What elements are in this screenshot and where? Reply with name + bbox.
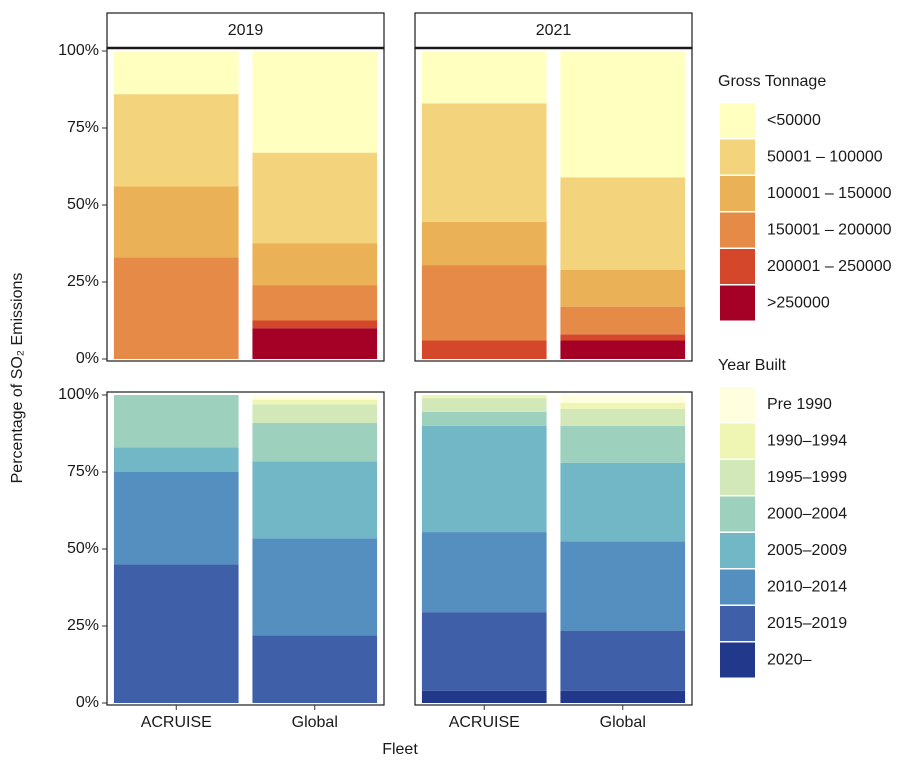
legend-label: 150001 – 200000 [767,222,892,239]
bar-segment [252,635,378,703]
bar-segment [560,408,686,426]
legend-title: Year Built [718,357,786,374]
legend-label: 100001 – 150000 [767,185,892,202]
legend-swatch [720,642,755,678]
bar-segment [421,265,547,341]
x-tick-label: Global [600,714,646,731]
legend-swatch [720,423,755,459]
y-tick-label: 100% [58,42,99,59]
facet-strip [414,12,693,49]
bar-segment [252,399,378,405]
y-tick-label: 25% [67,273,99,290]
bar-segment [560,690,686,703]
x-axis-label: Fleet [382,741,418,758]
legend-label: 2015–2019 [767,615,847,632]
bar-segment [252,51,378,153]
bar-segment [113,51,239,95]
y-axis-label: Percentage of SO₂ Emissions [9,273,26,484]
bar-segment [560,306,686,335]
bar-segment [560,340,686,359]
legend-swatch [720,212,755,248]
bar-segment [252,422,378,462]
bar-segment [252,404,378,423]
bar-segment [421,221,547,266]
facet-strip [106,12,385,49]
legend-swatch [720,533,755,568]
legend-swatch [720,176,755,211]
bar-segment [421,398,547,412]
bar-segment [252,285,378,321]
bar-segment [113,447,239,472]
bar-segment [560,269,686,307]
legend-swatch [720,103,755,138]
legend-label: Pre 1990 [767,396,832,413]
legend-swatch [720,496,755,532]
legend-label: 1995–1999 [767,469,847,486]
bar-segment [421,690,547,703]
legend-label: <50000 [767,112,821,129]
bar-segment [421,612,547,691]
legend-label: 200001 – 250000 [767,258,892,275]
x-tick-label: ACRUISE [141,714,212,731]
y-tick-label: 75% [67,463,99,480]
y-tick-label: 25% [67,617,99,634]
legend-label: 2000–2004 [767,506,847,523]
legend-title: Gross Tonnage [718,73,826,90]
bar-segment [252,461,378,539]
bar-segment [560,425,686,463]
bar-segment [560,541,686,631]
bar-segment [252,243,378,286]
legend-swatch [720,249,755,284]
bar-segment [113,472,239,565]
legend-swatch [720,569,755,605]
legend-swatch [720,139,755,175]
facet-label: 2021 [536,22,572,39]
panel-border [414,391,693,706]
bar-segment [113,94,239,187]
bar-segment [560,177,686,270]
bar-segment [421,532,547,613]
bar-segment [113,186,239,258]
legend-label: 2010–2014 [767,579,847,596]
legend-label: 2020– [767,652,812,669]
bar-segment [421,395,547,399]
bar-segment [560,334,686,341]
legend-label: >250000 [767,295,830,312]
y-tick-label: 0% [76,694,99,711]
y-tick-label: 75% [67,119,99,136]
y-tick-label: 50% [67,196,99,213]
y-tick-label: 0% [76,350,99,367]
bar-segment [252,395,378,400]
bar-segment [421,103,547,222]
bar-segment [252,152,378,244]
bar-segment [113,395,239,448]
legend-swatch [720,285,755,321]
legend-label: 2005–2009 [767,542,847,559]
bar-segment [421,340,547,359]
legend-label: 1990–1994 [767,433,847,450]
bar-segment [252,328,378,359]
bar-segment [560,630,686,691]
x-tick-label: ACRUISE [449,714,520,731]
bar-segment [560,462,686,542]
bar-segment [421,425,547,533]
legend-swatch [720,460,755,495]
bar-segment [421,411,547,426]
x-tick-label: Global [292,714,338,731]
legend-swatch [720,387,755,422]
legend-swatch [720,606,755,641]
y-tick-label: 100% [58,386,99,403]
bar-segment [252,538,378,636]
bar-segment [560,51,686,178]
bar-segment [560,402,686,409]
bar-segment [252,320,378,329]
facet-label: 2019 [228,22,264,39]
bar-segment [560,395,686,403]
legend-label: 50001 – 100000 [767,149,883,166]
y-tick-label: 50% [67,540,99,557]
bar-segment [113,564,239,703]
bar-segment [113,257,239,359]
bar-segment [421,51,547,104]
